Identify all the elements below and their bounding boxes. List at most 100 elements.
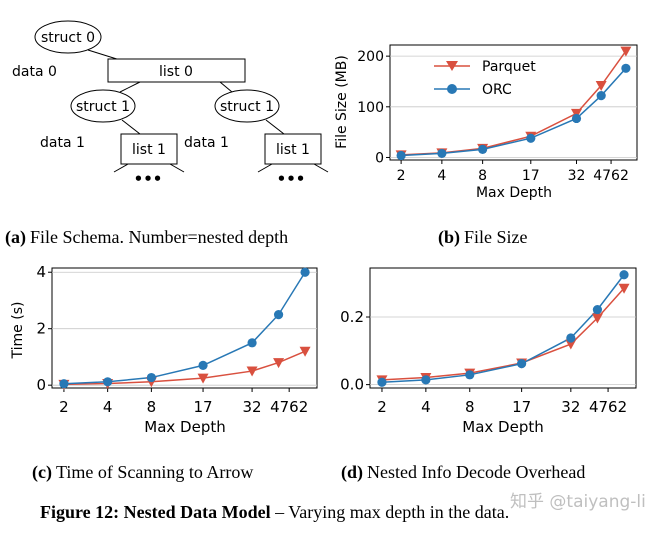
data-point-parquet: [273, 358, 285, 369]
edge-list1-left-b: [169, 163, 185, 173]
x-tick-label: 8: [147, 398, 157, 416]
x-tick-label: 2: [397, 168, 406, 184]
y-tick-label: 4: [36, 263, 46, 281]
data-point-orc: [396, 150, 406, 161]
file-size-chart: 0 100 200 2 4 8 17 32 4762 Max Depth File Size …: [334, 44, 638, 201]
x-tick-label: 4: [437, 168, 446, 184]
x-axis-label: Max Depth: [144, 418, 225, 436]
data-point-parquet: [565, 339, 577, 350]
struct0-label: struct 0: [41, 30, 95, 46]
y-tick-label: 200: [357, 49, 384, 65]
data1-left-label: data 1: [40, 135, 85, 151]
data-point-orc: [592, 304, 603, 315]
edge-struct1-left-list1: [121, 119, 141, 135]
list1-right-node: [264, 133, 322, 165]
x-tick-label: 8: [478, 168, 487, 184]
data-point-orc: [621, 63, 631, 73]
figure-caption-label: Figure 12: Nested Data Model: [40, 502, 271, 522]
caption-d-label: (d): [341, 462, 363, 483]
edge-list1-right-a: [257, 163, 273, 173]
struct1-right-label: struct 1: [220, 99, 274, 115]
data-point-parquet: [595, 81, 607, 92]
plot-frame: [369, 267, 637, 389]
data-point-orc: [437, 148, 447, 159]
struct1-right-node: [214, 89, 280, 123]
x-tick-label: 4762: [589, 398, 627, 416]
data-point-parquet: [299, 346, 311, 357]
data-point-orc: [566, 333, 576, 343]
x-tick-label: 4762: [593, 168, 629, 184]
struct1-left-label: struct 1: [76, 99, 130, 115]
legend-parquet-label: Parquet: [482, 59, 536, 75]
legend-parquet-marker: [446, 61, 458, 71]
edge-struct0-list0: [87, 49, 121, 61]
x-tick-label: 2: [377, 398, 387, 416]
data-point-orc: [596, 91, 606, 101]
figure-caption: Figure 12: Nested Data Model – Varying m…: [40, 502, 509, 522]
data-point-orc: [465, 370, 475, 380]
data-point-orc: [247, 338, 257, 348]
data-point-parquet: [618, 283, 630, 294]
schema-diagram: struct 0 data 0 list 0 struct 1 struct 1…: [12, 20, 329, 188]
ellipsis-left: •••: [134, 170, 163, 188]
figure-caption-text: – Varying max depth in the data.: [271, 502, 510, 522]
edge-list1-left-a: [113, 163, 129, 173]
data-point-orc: [478, 144, 488, 154]
data-point-orc: [273, 309, 284, 320]
series-line-parquet: [63, 350, 306, 386]
data-point-parquet: [620, 46, 632, 57]
y-tick-label: 2: [36, 320, 46, 338]
y-tick-label: 0: [375, 150, 384, 166]
series-line-orc: [401, 67, 627, 157]
caption-a-text: File Schema. Number=nested depth: [30, 227, 288, 247]
data-point-orc: [526, 133, 536, 143]
y-tick-label: 0.2: [340, 308, 364, 326]
edge-list1-right-b: [313, 163, 329, 173]
data-point-parquet: [246, 366, 258, 377]
x-tick-label: 32: [568, 168, 586, 184]
x-tick-label: 17: [512, 398, 531, 416]
caption-a: (a) File Schema. Number=nested depth: [5, 227, 288, 248]
caption-c-label: (c): [32, 462, 52, 483]
caption-a-label: (a): [5, 227, 26, 248]
data0-label: data 0: [12, 64, 57, 80]
plot-frame: [389, 44, 638, 161]
data-point-orc: [103, 377, 113, 387]
edge-struct1-right-list1: [265, 119, 285, 135]
data-point-orc: [59, 379, 69, 389]
x-tick-label: 4: [421, 398, 431, 416]
x-axis-label: Max Depth: [462, 418, 543, 436]
caption-c-text: Time of Scanning to Arrow: [56, 462, 253, 482]
y-axis-label: File Size (MB): [334, 55, 350, 149]
struct1-left-node: [70, 89, 136, 123]
list1-right-label: list 1: [276, 142, 310, 158]
x-tick-label: 17: [522, 168, 540, 184]
caption-d: (d) Nested Info Decode Overhead: [341, 462, 585, 483]
decode-overhead-chart: 0.0 0.2 2 4 8 17 32 4762 Max Depth: [340, 267, 637, 436]
data-point-orc: [300, 267, 310, 277]
x-tick-label: 4: [103, 398, 113, 416]
caption-c: (c) Time of Scanning to Arrow: [32, 462, 253, 483]
list1-left-label: list 1: [132, 142, 166, 158]
x-tick-label: 17: [194, 398, 213, 416]
x-tick-label: 32: [561, 398, 580, 416]
x-tick-label: 8: [465, 398, 475, 416]
y-tick-label: 0.0: [340, 376, 364, 394]
edge-list0-struct1-right: [219, 81, 233, 93]
data-point-orc: [571, 113, 582, 124]
legend: Parquet ORC: [434, 59, 536, 98]
plot-frame: [51, 267, 318, 389]
series-line-orc: [63, 271, 306, 385]
data-point-parquet: [197, 373, 209, 384]
data-point-orc: [377, 377, 387, 387]
x-axis-label: Max Depth: [476, 185, 552, 201]
data-point-orc: [421, 375, 431, 385]
data-point-orc: [517, 359, 527, 369]
struct0-node: [34, 20, 102, 54]
data-point-orc: [198, 360, 208, 371]
data-point-parquet: [591, 313, 603, 324]
series-line-parquet: [381, 287, 625, 381]
x-tick-label: 32: [243, 398, 262, 416]
caption-d-text: Nested Info Decode Overhead: [367, 462, 585, 482]
